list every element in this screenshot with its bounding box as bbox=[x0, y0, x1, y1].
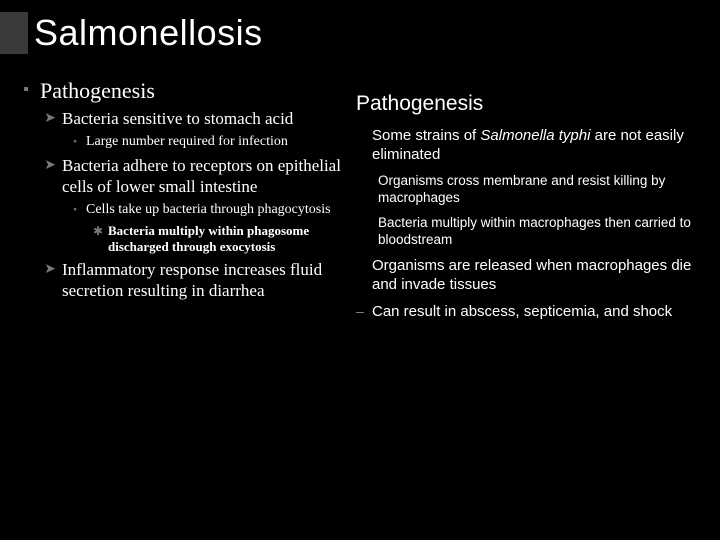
bullet-l4: ✱ Bacteria multiply within phagosome dis… bbox=[88, 223, 342, 255]
dash-bullet-icon: – bbox=[356, 302, 372, 321]
dash-bullet-icon bbox=[356, 126, 372, 164]
right-item: Organisms are released when macrophages … bbox=[356, 256, 702, 294]
right-item-text: Some strains of Salmonella typhi are not… bbox=[372, 126, 702, 164]
right-subitem: Bacteria multiply within macrophages the… bbox=[378, 214, 702, 248]
left-column: ▪ Pathogenesis ➤ Bacteria sensitive to s… bbox=[12, 78, 352, 329]
right-item: – Can result in abscess, septicemia, and… bbox=[356, 302, 702, 321]
slide-title: Salmonellosis bbox=[34, 12, 263, 54]
bullet-text: Large number required for infection bbox=[86, 133, 342, 151]
title-bar: Salmonellosis bbox=[0, 0, 720, 64]
bullet-text: Inflammatory response increases fluid se… bbox=[62, 259, 342, 301]
star-bullet-icon: ✱ bbox=[88, 223, 108, 240]
chevron-bullet-icon: ➤ bbox=[38, 259, 62, 280]
bullet-text: Bacteria multiply within phagosome disch… bbox=[108, 223, 342, 255]
dash-bullet-icon bbox=[356, 256, 372, 294]
bullet-text: Bacteria sensitive to stomach acid bbox=[62, 108, 342, 129]
square-bullet-icon: ▪ bbox=[12, 78, 40, 102]
dot-bullet-icon: • bbox=[64, 133, 86, 151]
italic-text: Salmonella typhi bbox=[480, 127, 590, 144]
right-heading: Pathogenesis bbox=[356, 92, 702, 116]
title-accent bbox=[0, 12, 28, 54]
bullet-l3: • Large number required for infection bbox=[64, 133, 342, 151]
bullet-text: Pathogenesis bbox=[40, 78, 342, 104]
bullet-l1: ▪ Pathogenesis bbox=[12, 78, 342, 104]
dot-bullet-icon: • bbox=[64, 201, 86, 219]
text-span: Some strains of bbox=[372, 127, 480, 144]
bullet-l2: ➤ Bacteria adhere to receptors on epithe… bbox=[38, 155, 342, 197]
right-item-text: Can result in abscess, septicemia, and s… bbox=[372, 302, 702, 321]
content-area: ▪ Pathogenesis ➤ Bacteria sensitive to s… bbox=[0, 64, 720, 329]
bullet-text: Cells take up bacteria through phagocyto… bbox=[86, 201, 342, 219]
chevron-bullet-icon: ➤ bbox=[38, 108, 62, 129]
bullet-l3: • Cells take up bacteria through phagocy… bbox=[64, 201, 342, 219]
bullet-l2: ➤ Inflammatory response increases fluid … bbox=[38, 259, 342, 301]
bullet-l2: ➤ Bacteria sensitive to stomach acid bbox=[38, 108, 342, 129]
right-subitem: Organisms cross membrane and resist kill… bbox=[378, 172, 702, 206]
bullet-text: Bacteria adhere to receptors on epitheli… bbox=[62, 155, 342, 197]
right-column: Pathogenesis Some strains of Salmonella … bbox=[352, 78, 702, 329]
right-item-text: Organisms are released when macrophages … bbox=[372, 256, 702, 294]
chevron-bullet-icon: ➤ bbox=[38, 155, 62, 176]
right-item: Some strains of Salmonella typhi are not… bbox=[356, 126, 702, 164]
